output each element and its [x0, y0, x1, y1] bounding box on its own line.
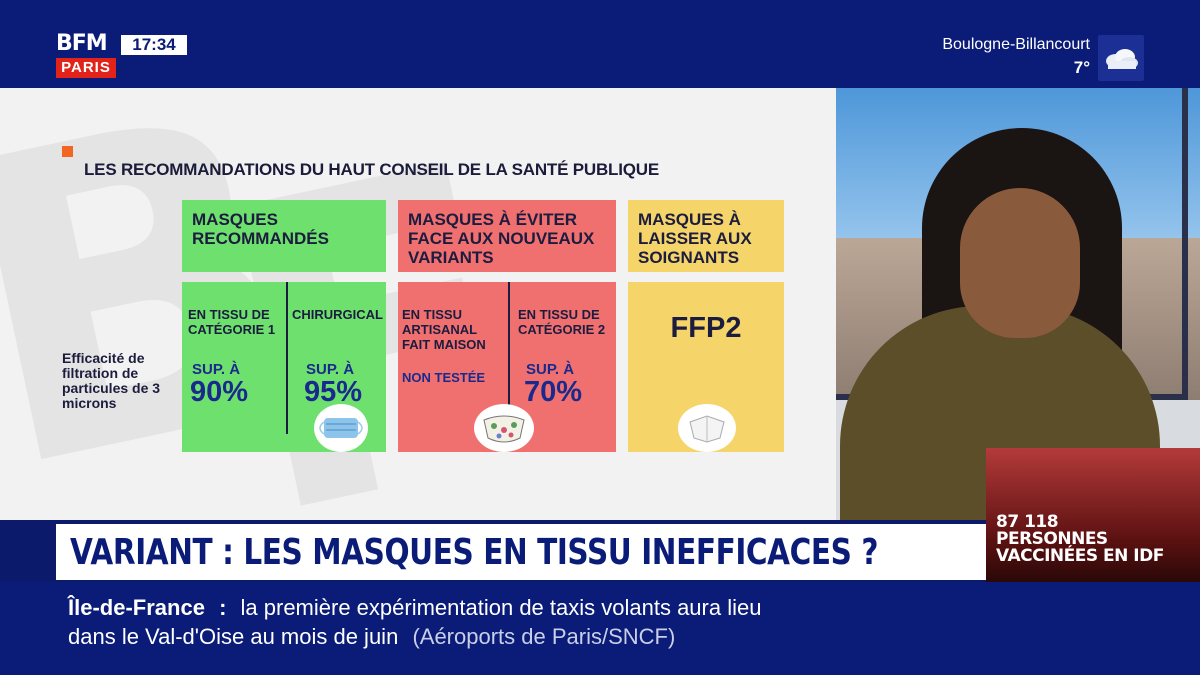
- prefix-surgical: SUP. À: [306, 361, 355, 378]
- orange-marker: [62, 146, 73, 157]
- cell-recommended: EN TISSU DE CATÉGORIE 1 SUP. À 90% CHIRU…: [182, 282, 386, 452]
- value-fabric-cat1: 90%: [190, 376, 249, 408]
- ticker-text-1: la première expérimentation de taxis vol…: [240, 595, 762, 620]
- ticker-line-2: dans le Val-d'Oise au mois de juin (Aéro…: [68, 624, 675, 650]
- header-caregivers: MASQUES À LAISSER AUX SOIGNANTS: [628, 200, 784, 272]
- cell-divider: [286, 282, 288, 434]
- logo-bfm: BFM: [56, 33, 116, 55]
- news-ticker: Île-de-France : la première expérimentat…: [0, 582, 1200, 675]
- cell-caregivers: FFP2: [628, 282, 784, 452]
- prefix-fabric-cat2: SUP. À: [526, 361, 575, 378]
- ticker-line-1: Île-de-France : la première expérimentat…: [68, 595, 761, 621]
- cloud-icon: [1098, 35, 1144, 81]
- headline-text: VARIANT : LES MASQUES EN TISSU INEFFICAC…: [70, 532, 879, 573]
- value-fabric-cat2: 70%: [524, 376, 583, 408]
- label-homemade: EN TISSU ARTISANAL FAIT MAISON: [402, 307, 486, 352]
- surgical-mask-icon: [314, 404, 368, 452]
- cell-avoid: EN TISSU ARTISANAL FAIT MAISON NON TESTÉ…: [398, 282, 616, 452]
- top-bar: BFM PARIS 17:34 Boulogne-Billancourt 7°: [0, 0, 1200, 88]
- row-label-filtration: Efficacité de filtration de particules d…: [62, 350, 161, 411]
- value-surgical: 95%: [304, 376, 363, 408]
- inset-text: 87 118 PERSONNES VACCINÉES EN IDF: [996, 514, 1164, 565]
- vaccination-inset: 87 118 PERSONNES VACCINÉES EN IDF: [986, 448, 1200, 582]
- inset-line3: VACCINÉES EN IDF: [996, 546, 1164, 566]
- note-homemade: NON TESTÉE: [402, 370, 486, 385]
- header-recommended: MASQUES RECOMMANDÉS: [182, 200, 386, 272]
- info-graphic: B F LES RECOMMANDATIONS DU HAUT CONSEIL …: [0, 88, 836, 520]
- inset-background: [986, 448, 1200, 582]
- header-avoid: MASQUES À ÉVITER FACE AUX NOUVEAUX VARIA…: [398, 200, 616, 272]
- ticker-separator: :: [219, 595, 227, 620]
- inset-count: 87 118: [996, 512, 1059, 532]
- channel-logo: BFM PARIS: [56, 33, 116, 81]
- clock: 17:34: [121, 35, 187, 55]
- presenter-face: [960, 188, 1080, 338]
- weather-temperature: 7°: [1073, 58, 1090, 77]
- logo-paris: PARIS: [56, 58, 116, 78]
- ticker-region: Île-de-France: [68, 595, 205, 620]
- ffp2-mask-icon: [678, 404, 736, 452]
- inset-line2: PERSONNES: [996, 529, 1108, 549]
- fabric-mask-icon: [474, 404, 534, 452]
- label-surgical: CHIRURGICAL: [292, 307, 383, 322]
- weather-city: Boulogne-Billancourt: [942, 36, 1090, 53]
- ticker-source: (Aéroports de Paris/SNCF): [412, 624, 676, 649]
- headline-bar: VARIANT : LES MASQUES EN TISSU INEFFICAC…: [56, 524, 986, 580]
- label-ffp2: FFP2: [670, 312, 742, 344]
- label-fabric-cat1: EN TISSU DE CATÉGORIE 1: [188, 307, 276, 337]
- label-fabric-cat2: EN TISSU DE CATÉGORIE 2: [518, 307, 606, 337]
- graphic-title: LES RECOMMANDATIONS DU HAUT CONSEIL DE L…: [84, 160, 660, 179]
- ticker-text-2: dans le Val-d'Oise au mois de juin: [68, 624, 399, 649]
- cell-divider: [508, 282, 510, 434]
- prefix-fabric-cat1: SUP. À: [192, 361, 241, 378]
